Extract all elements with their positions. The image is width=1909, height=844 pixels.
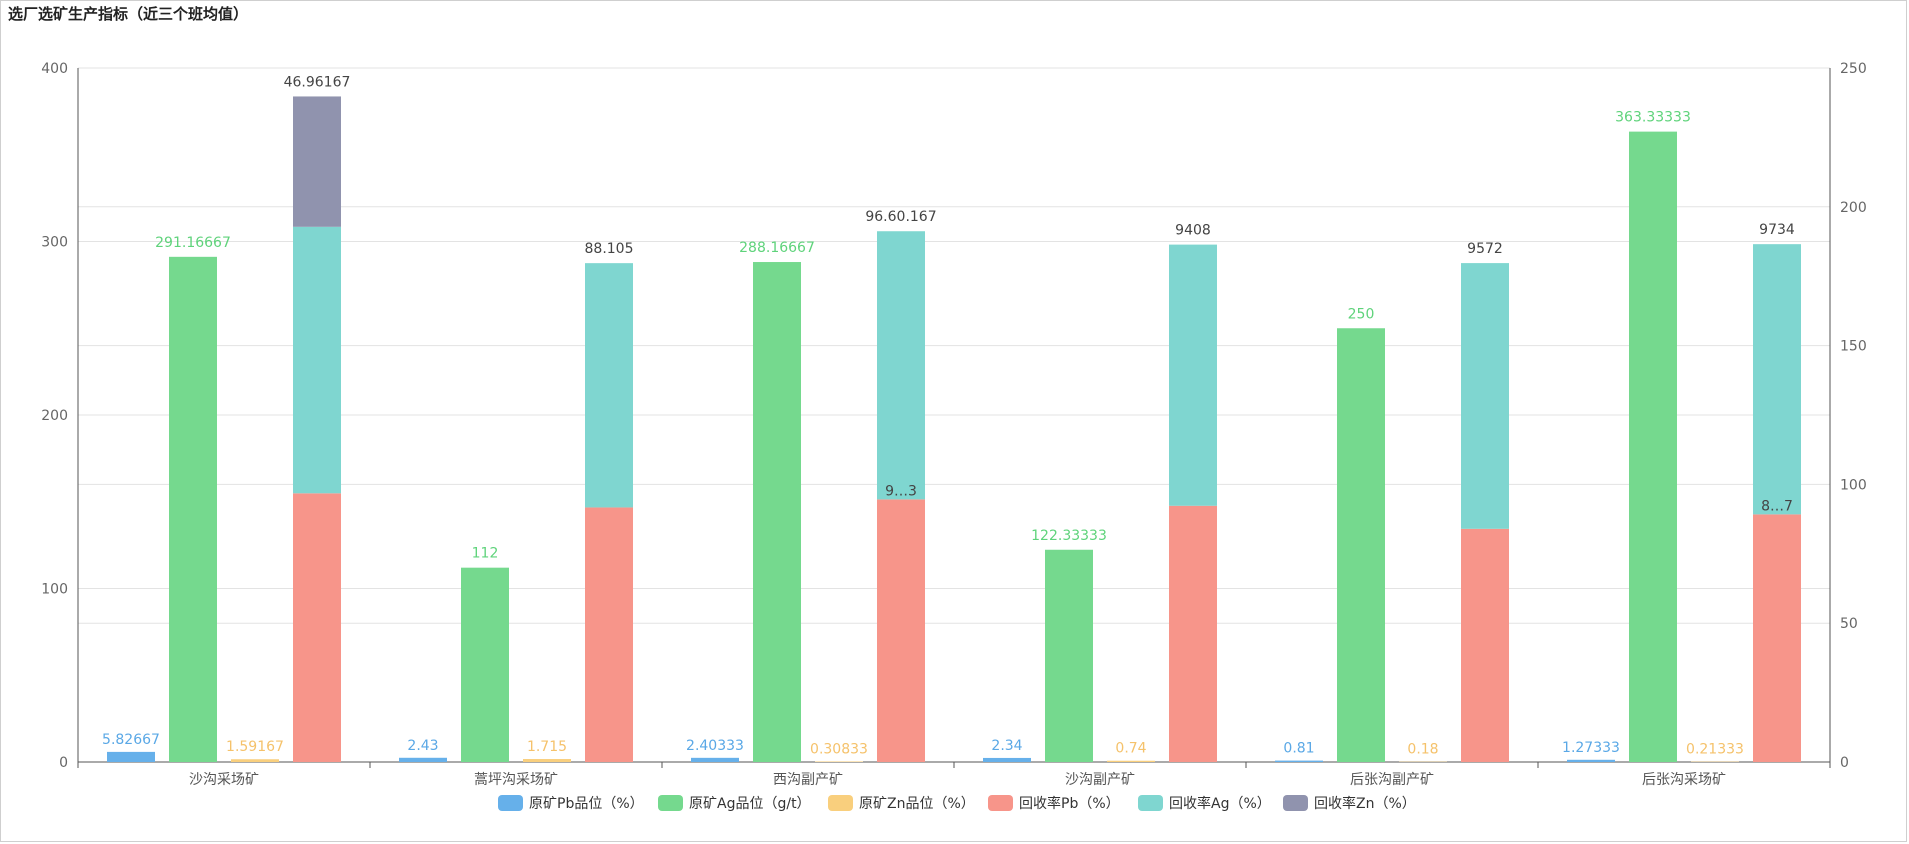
bar-zn-grade[interactable] (523, 759, 571, 762)
bar-recovery-ag[interactable] (1169, 244, 1217, 506)
data-label-pb-grade: 5.82667 (102, 732, 160, 748)
bar-zn-grade[interactable] (815, 761, 863, 762)
bar-pb-grade[interactable] (691, 757, 739, 762)
bar-recovery-pb[interactable] (1461, 528, 1509, 762)
left-axis-tick-label: 300 (41, 235, 68, 251)
right-axis-tick-label: 250 (1840, 61, 1867, 77)
data-label-ag-grade: 291.16667 (155, 235, 231, 251)
left-axis-tick-label: 400 (41, 61, 68, 77)
bar-recovery-ag[interactable] (585, 263, 633, 508)
data-label-ag-grade: 112 (472, 546, 499, 562)
legend-label[interactable]: 原矿Pb品位（%） (529, 796, 644, 812)
right-axis-tick-label: 0 (1840, 755, 1849, 771)
data-label-zn-grade: 1.715 (527, 739, 567, 755)
legend-swatch[interactable] (828, 795, 853, 811)
right-axis-tick-label: 50 (1840, 616, 1858, 632)
legend-swatch[interactable] (1283, 795, 1308, 811)
bar-ag-grade[interactable] (753, 262, 801, 762)
bar-recovery-pb[interactable] (1753, 514, 1801, 762)
legend-swatch[interactable] (498, 795, 523, 811)
data-label-recovery-pb: 9…3 (885, 483, 917, 499)
bar-pb-grade[interactable] (399, 757, 447, 762)
right-axis-tick-label: 150 (1840, 339, 1867, 355)
legend-swatch[interactable] (988, 795, 1013, 811)
data-label-pb-grade: 2.40333 (686, 738, 744, 754)
data-label-zn-grade: 0.21333 (1686, 742, 1744, 758)
data-label-pb-grade: 0.81 (1283, 741, 1314, 757)
data-label-ag-grade: 250 (1348, 306, 1375, 322)
data-label-recovery-pb: 8…7 (1761, 498, 1793, 514)
left-axis-tick-label: 100 (41, 582, 68, 598)
legend-swatch[interactable] (1138, 795, 1163, 811)
chart-title: 选厂选矿生产指标（近三个班均值） (8, 5, 249, 23)
legend-label[interactable]: 原矿Ag品位（g/t） (689, 796, 811, 812)
data-label-recovery-ag: 9572 (1467, 241, 1503, 257)
bar-ag-grade[interactable] (1337, 328, 1385, 762)
left-axis-tick-label: 0 (59, 755, 68, 771)
data-label-pb-grade: 2.43 (407, 738, 438, 754)
bar-recovery-pb[interactable] (877, 499, 925, 762)
bar-recovery-ag[interactable] (877, 231, 925, 500)
x-axis-category-label: 西沟副产矿 (773, 772, 843, 788)
data-label-recovery-ag: 9734 (1759, 222, 1795, 238)
bar-ag-grade[interactable] (1045, 549, 1093, 762)
x-axis-category-label: 沙沟副产矿 (1065, 772, 1135, 788)
bar-pb-grade[interactable] (107, 751, 155, 762)
bar-ag-grade[interactable] (461, 567, 509, 762)
right-axis-tick-label: 200 (1840, 200, 1867, 216)
right-axis-tick-label: 100 (1840, 477, 1867, 493)
data-label-zn-grade: 1.59167 (226, 739, 284, 755)
x-axis-category-label: 后张沟采场矿 (1642, 772, 1726, 788)
x-axis-category-label: 沙沟采场矿 (189, 772, 259, 788)
data-label-pb-grade: 1.27333 (1562, 740, 1620, 756)
bar-recovery-zn[interactable] (293, 96, 341, 227)
bar-pb-grade[interactable] (1567, 759, 1615, 762)
bar-zn-grade[interactable] (231, 759, 279, 762)
data-label-ag-grade: 363.33333 (1615, 110, 1691, 126)
x-axis-category-label: 后张沟副产矿 (1350, 772, 1434, 788)
bar-recovery-pb[interactable] (293, 493, 341, 762)
data-label-recovery-zn: 46.96167 (284, 74, 351, 90)
data-label-recovery-ag: 9408 (1175, 223, 1211, 239)
bar-pb-grade[interactable] (1275, 760, 1323, 762)
data-label-ag-grade: 122.33333 (1031, 528, 1107, 544)
data-label-recovery-ag: 88.105 (585, 241, 634, 257)
bar-ag-grade[interactable] (169, 256, 217, 762)
legend-swatch[interactable] (658, 795, 683, 811)
bar-ag-grade[interactable] (1629, 131, 1677, 762)
bar-recovery-pb[interactable] (585, 507, 633, 762)
data-label-zn-grade: 0.30833 (810, 741, 868, 757)
legend-label[interactable]: 回收率Pb（%） (1019, 795, 1120, 812)
bar-recovery-ag[interactable] (293, 226, 341, 494)
data-label-zn-grade: 0.18 (1407, 742, 1438, 758)
bar-recovery-pb[interactable] (1169, 505, 1217, 762)
bar-recovery-ag[interactable] (1461, 263, 1509, 529)
bar-pb-grade[interactable] (983, 757, 1031, 762)
bar-zn-grade[interactable] (1107, 760, 1155, 762)
left-axis-tick-label: 200 (41, 408, 68, 424)
legend-label[interactable]: 回收率Zn（%） (1314, 795, 1416, 812)
legend-label[interactable]: 回收率Ag（%） (1169, 795, 1271, 812)
data-label-zn-grade: 0.74 (1115, 741, 1146, 757)
x-axis-category-label: 蒿坪沟采场矿 (474, 772, 558, 788)
legend-label[interactable]: 原矿Zn品位（%） (859, 796, 975, 812)
data-label-recovery-ag: 96.60.167 (865, 209, 936, 225)
data-label-pb-grade: 2.34 (991, 738, 1022, 754)
data-label-ag-grade: 288.16667 (739, 240, 815, 256)
bar-recovery-ag[interactable] (1753, 244, 1801, 515)
